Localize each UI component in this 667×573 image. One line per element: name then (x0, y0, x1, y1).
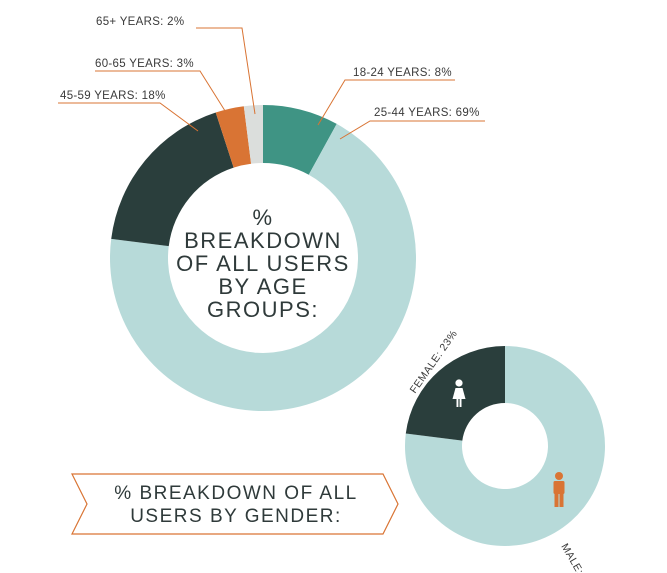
banner-frame (71, 473, 399, 535)
age-slice-0 (263, 105, 337, 175)
age-title-line-2: BREAKDOWN (184, 228, 342, 253)
gender-title-line-2: USERS BY GENDER: (130, 506, 342, 527)
gender-title-line-1: % BREAKDOWN OF ALL (114, 483, 357, 504)
label-25-44: 25-44 YEARS: 69% (374, 107, 480, 119)
age-title-line-1: % (252, 205, 273, 230)
leader-18-24 (317, 79, 455, 126)
label-18-24: 18-24 YEARS: 8% (353, 67, 452, 79)
age-slice-1 (110, 123, 417, 411)
age-slice-3 (215, 106, 252, 168)
label-male: MALE: 77% (558, 542, 598, 573)
leader-45-59 (58, 102, 199, 132)
leader-60-65 (95, 70, 228, 115)
label-65plus: 65+ YEARS: 2% (96, 16, 184, 28)
male-icon (553, 472, 565, 507)
label-45-59: 45-59 YEARS: 18% (60, 90, 166, 102)
leader-25-44 (339, 120, 485, 140)
age-slice-2 (111, 112, 234, 247)
female-icon (452, 379, 466, 407)
age-title-line-5: GROUPS: (207, 297, 319, 322)
age-center-title: % BREAKDOWN OF ALL USERS BY AGE GROUPS: (176, 205, 350, 322)
age-slice-4 (243, 105, 263, 164)
age-title-line-3: OF ALL USERS (176, 251, 350, 276)
age-title-line-4: BY AGE (218, 274, 307, 299)
leader-65plus (196, 27, 256, 115)
age-donut (110, 105, 417, 411)
gender-title-banner: % BREAKDOWN OF ALL USERS BY GENDER: (71, 473, 399, 535)
age-callouts: 65+ YEARS: 2% 60-65 YEARS: 3% 45-59 YEAR… (58, 16, 485, 140)
label-60-65: 60-65 YEARS: 3% (95, 58, 194, 70)
gender-donut (405, 346, 605, 546)
